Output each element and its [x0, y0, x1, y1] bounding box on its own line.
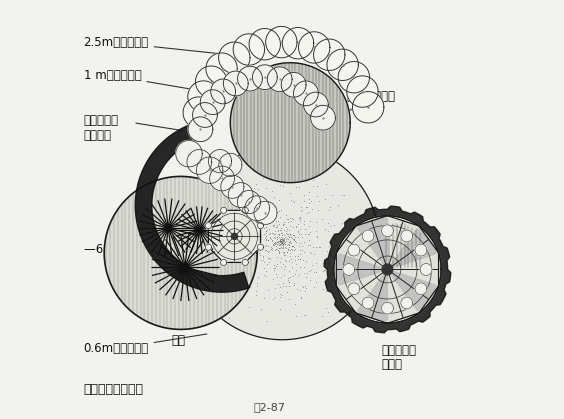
Polygon shape	[267, 67, 292, 92]
Polygon shape	[165, 225, 172, 232]
Polygon shape	[338, 62, 369, 93]
Polygon shape	[211, 79, 236, 104]
Polygon shape	[196, 66, 227, 97]
Polygon shape	[104, 176, 257, 329]
Text: 小花园的种植设计: 小花园的种植设计	[83, 383, 144, 396]
Text: 地被: 地被	[171, 334, 186, 347]
Polygon shape	[245, 196, 270, 221]
Polygon shape	[233, 34, 265, 65]
Polygon shape	[257, 244, 263, 250]
Polygon shape	[196, 157, 223, 184]
Polygon shape	[181, 263, 189, 272]
Polygon shape	[324, 206, 451, 333]
Polygon shape	[362, 230, 374, 242]
Polygon shape	[401, 297, 413, 309]
Polygon shape	[187, 150, 212, 174]
Polygon shape	[303, 92, 328, 117]
Polygon shape	[311, 105, 336, 130]
Polygon shape	[221, 207, 227, 213]
Polygon shape	[135, 119, 249, 292]
Polygon shape	[358, 269, 387, 321]
Polygon shape	[242, 259, 248, 266]
Polygon shape	[387, 228, 436, 269]
Polygon shape	[266, 26, 297, 58]
Polygon shape	[185, 145, 379, 340]
Polygon shape	[314, 39, 345, 70]
Polygon shape	[352, 92, 384, 123]
Text: —6 m高常绿树: —6 m高常绿树	[83, 243, 146, 256]
Polygon shape	[249, 28, 280, 60]
Polygon shape	[362, 297, 374, 309]
Polygon shape	[210, 166, 235, 191]
Polygon shape	[200, 90, 225, 114]
Polygon shape	[237, 66, 262, 91]
Polygon shape	[298, 32, 330, 63]
Polygon shape	[343, 264, 355, 275]
Text: 2.5m高落叶灌木: 2.5m高落叶灌木	[83, 36, 263, 58]
Polygon shape	[223, 71, 248, 96]
Polygon shape	[381, 225, 393, 237]
Polygon shape	[283, 28, 314, 59]
Polygon shape	[257, 222, 263, 229]
Polygon shape	[387, 269, 436, 311]
Text: 庭荫树用于: 庭荫树用于	[381, 344, 416, 357]
Text: 主景树: 主景树	[381, 358, 402, 371]
Polygon shape	[231, 233, 237, 239]
Polygon shape	[401, 230, 413, 242]
Polygon shape	[347, 76, 378, 107]
Polygon shape	[196, 227, 202, 233]
Polygon shape	[209, 150, 232, 173]
Polygon shape	[334, 216, 441, 323]
Polygon shape	[228, 183, 253, 207]
Polygon shape	[254, 201, 277, 225]
Polygon shape	[358, 218, 387, 269]
Polygon shape	[327, 49, 358, 80]
Polygon shape	[176, 140, 202, 167]
Polygon shape	[205, 222, 212, 229]
Polygon shape	[348, 244, 360, 256]
Text: 1 m高常绿灌木: 1 m高常绿灌木	[83, 69, 240, 97]
Polygon shape	[420, 264, 432, 275]
Polygon shape	[219, 153, 242, 176]
Polygon shape	[188, 81, 219, 112]
Text: 植物丛相互迭交: 植物丛相互迭交	[328, 90, 395, 125]
Polygon shape	[293, 81, 318, 106]
Polygon shape	[192, 103, 217, 127]
Polygon shape	[221, 259, 227, 266]
Polygon shape	[348, 283, 360, 295]
Polygon shape	[209, 210, 261, 262]
Text: 图2-87: 图2-87	[254, 402, 285, 412]
Polygon shape	[188, 117, 213, 142]
Text: 常绿和落叶: 常绿和落叶	[83, 114, 118, 127]
Polygon shape	[281, 72, 306, 97]
Polygon shape	[183, 97, 214, 128]
Text: 植物混杂: 植物混杂	[83, 129, 112, 142]
Polygon shape	[206, 53, 237, 84]
Polygon shape	[242, 207, 248, 213]
Text: 0.6m高落叶灌木: 0.6m高落叶灌木	[83, 334, 207, 355]
Polygon shape	[219, 42, 250, 73]
Polygon shape	[237, 191, 261, 214]
Polygon shape	[415, 283, 427, 295]
Polygon shape	[382, 264, 393, 275]
Polygon shape	[205, 244, 212, 250]
Polygon shape	[381, 302, 393, 314]
Polygon shape	[221, 175, 244, 198]
Polygon shape	[230, 63, 350, 183]
Polygon shape	[336, 253, 387, 285]
Polygon shape	[253, 65, 277, 90]
Polygon shape	[415, 244, 427, 256]
